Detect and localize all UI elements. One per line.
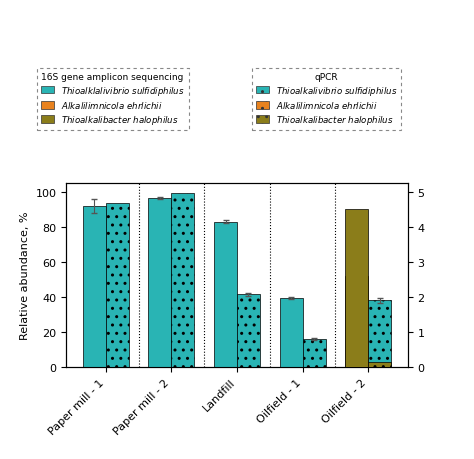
Bar: [368, 362, 391, 367]
Bar: [280, 298, 302, 367]
Bar: [237, 295, 260, 367]
Bar: [345, 276, 368, 367]
Bar: [214, 222, 237, 367]
Bar: [345, 210, 368, 367]
Bar: [106, 204, 129, 367]
Bar: [172, 193, 194, 367]
Bar: [368, 301, 391, 367]
Legend: $\it{Thioalkalivibrio\ sulfidiphilus}$, $\it{Alkalilimnicola\ ehrlichii}$, $\it{: $\it{Thioalkalivibrio\ sulfidiphilus}$, …: [252, 68, 401, 131]
Bar: [83, 207, 106, 367]
Bar: [302, 339, 326, 367]
Bar: [148, 198, 172, 367]
Y-axis label: Relative abundance, %: Relative abundance, %: [20, 211, 30, 340]
